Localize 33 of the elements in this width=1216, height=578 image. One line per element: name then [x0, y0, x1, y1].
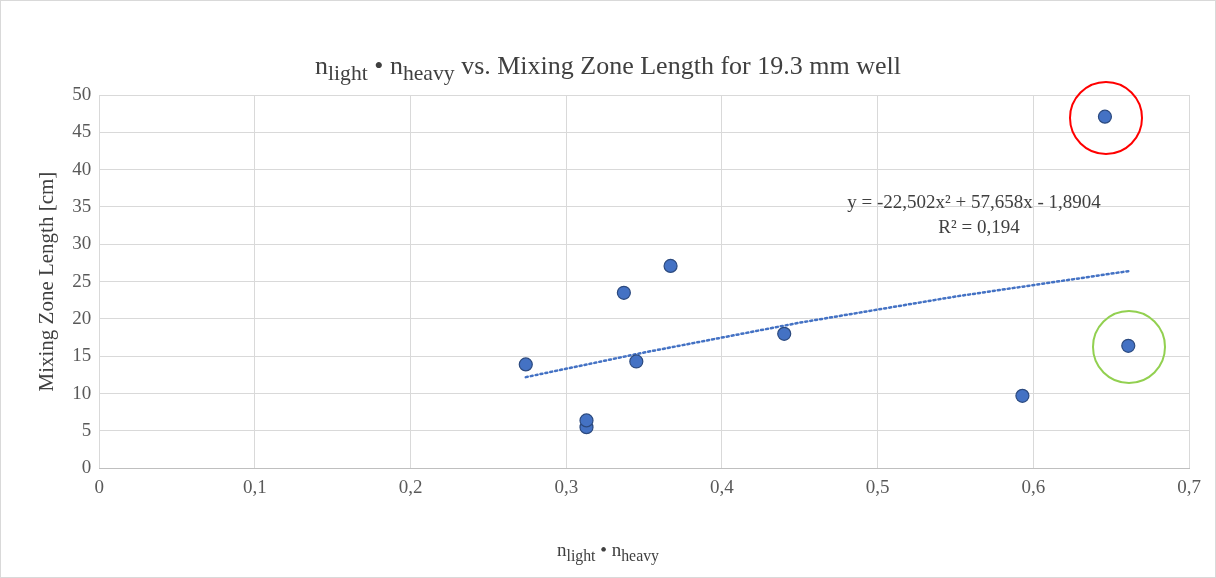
y-tick-label: 0: [81, 456, 92, 478]
point: [663, 258, 678, 274]
x-tick-label: 0,7: [1177, 475, 1201, 497]
x-tick-label: 0,2: [398, 475, 423, 497]
y-tick-label: 50: [72, 82, 92, 104]
y-tick-label: 40: [72, 157, 92, 179]
y-tick-label: 35: [72, 194, 92, 216]
line-series: [524, 269, 1130, 379]
annotation: y = -22,502x² + 57,658x - 1,8904: [847, 190, 1102, 212]
point: [616, 285, 631, 300]
x-tick-label: 0,5: [865, 475, 890, 497]
x-tick-label: 0,4: [710, 475, 735, 497]
annotation: R² = 0,194: [938, 215, 1021, 237]
y-axis-title: Mixing Zone Length [cm]: [34, 171, 59, 392]
point: [777, 326, 792, 341]
x-tick-label: 0,1: [243, 475, 267, 497]
point: [579, 413, 594, 428]
chart-title: n$_{light}$ • n$_{heavy}$ vs. Mixing Zone Length for 19.3 mm well: [315, 51, 901, 86]
x-tick-label: 0,3: [554, 475, 579, 497]
y-tick-label: 15: [72, 344, 92, 366]
y-tick-label: 30: [72, 232, 92, 254]
y-tick-label: 10: [72, 381, 92, 403]
point: [1097, 109, 1113, 124]
y-tick-label: 45: [72, 120, 92, 142]
point: [629, 354, 644, 369]
point: [1121, 338, 1136, 353]
y-tick-label: 20: [72, 306, 92, 328]
y-tick-label: 5: [81, 418, 92, 440]
point: [1015, 388, 1030, 403]
x-axis-title: n$_{light}$ • n$_{heavy}$: [556, 539, 660, 565]
point: [518, 357, 533, 372]
x-tick-label: 0,6: [1021, 475, 1046, 497]
y-tick-label: 25: [72, 269, 92, 291]
